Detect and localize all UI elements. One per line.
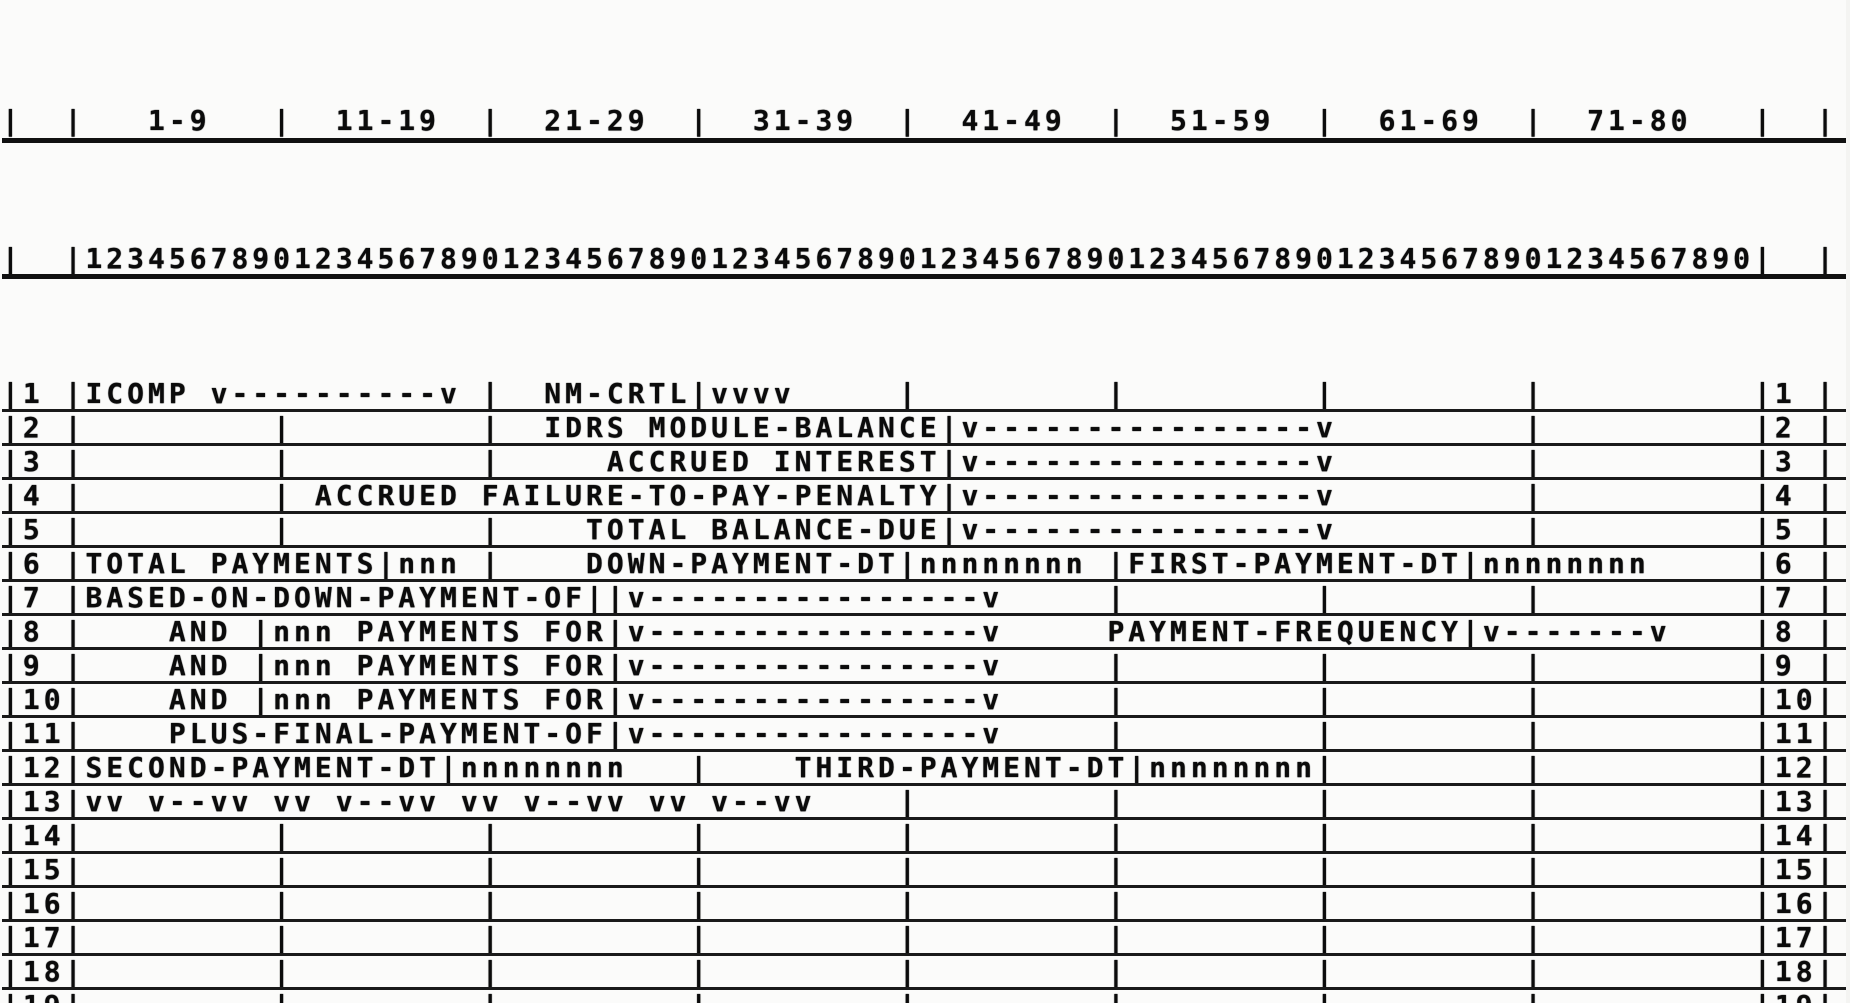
grid-row: |18| | | | | | | | |18| xyxy=(2,956,1846,990)
row-number-left: |11| xyxy=(2,718,86,750)
row-content: AND |nnn PAYMENTS FOR|v----------------v… xyxy=(85,684,1755,716)
row-content: BASED-ON-DOWN-PAYMENT-OF||v-------------… xyxy=(85,582,1755,614)
row-number-right: |10| xyxy=(1754,684,1838,716)
column-ruler-top: | |1234567890123456789012345678901234567… xyxy=(2,242,1846,279)
row-number-left: |7 | xyxy=(2,582,86,614)
grid-row: |14| | | | | | | | |14| xyxy=(2,820,1846,854)
row-number-right: |7 | xyxy=(1754,582,1838,614)
row-number-right: |4 | xyxy=(1754,480,1838,512)
row-content: TOTAL PAYMENTS|nnn | DOWN-PAYMENT-DT|nnn… xyxy=(85,548,1755,580)
row-content: | | | | | | | xyxy=(85,854,1755,886)
row-number-right: |9 | xyxy=(1754,650,1838,682)
row-number-left: |8 | xyxy=(2,616,86,648)
row-number-left: |4 | xyxy=(2,480,86,512)
row-content: vv v--vv vv v--vv vv v--vv vv v--vv | | … xyxy=(85,786,1755,818)
row-content: AND |nnn PAYMENTS FOR|v----------------v… xyxy=(85,616,1755,648)
left-gutter-blank: | | xyxy=(2,242,86,275)
grid-rows: |1 |ICOMP v----------v | NM-CRTL|vvvv | … xyxy=(2,378,1846,1003)
grid-row: |12|SECOND-PAYMENT-DT|nnnnnnnn | THIRD-P… xyxy=(2,752,1846,786)
grid-row: |19| | | | | | | | |19| xyxy=(2,990,1846,1003)
row-content: PLUS-FINAL-PAYMENT-OF|v----------------v… xyxy=(85,718,1755,750)
column-ruler-digits: 1234567890123456789012345678901234567890… xyxy=(85,242,1755,275)
grid-row: |16| | | | | | | | |16| xyxy=(2,888,1846,922)
row-number-left: |19| xyxy=(2,990,85,1003)
grid-row: |8 | AND |nnn PAYMENTS FOR|v------------… xyxy=(2,616,1846,650)
row-number-left: |15| xyxy=(2,854,86,886)
row-number-right: |5 | xyxy=(1754,514,1838,546)
left-gutter-blank: | | xyxy=(2,104,86,137)
row-number-left: |2 | xyxy=(2,412,86,444)
row-number-right: |6 | xyxy=(1754,548,1838,580)
row-content: | | IDRS MODULE-BALANCE|v---------------… xyxy=(85,412,1755,444)
grid-row: |4 | | ACCRUED FAILURE-TO-PAY-PENALTY|v-… xyxy=(2,480,1846,514)
row-number-right: |11| xyxy=(1754,718,1838,750)
grid-row: |6 |TOTAL PAYMENTS|nnn | DOWN-PAYMENT-DT… xyxy=(2,548,1846,582)
row-content: SECOND-PAYMENT-DT|nnnnnnnn | THIRD-PAYME… xyxy=(85,752,1755,784)
row-number-right: |3 | xyxy=(1754,446,1838,478)
row-number-left: |10| xyxy=(2,684,86,716)
row-number-right: |14| xyxy=(1754,820,1838,852)
row-number-left: |6 | xyxy=(2,548,86,580)
row-number-left: |3 | xyxy=(2,446,86,478)
row-content: | | | | | | | xyxy=(85,820,1755,852)
column-group-header-top: | | 1-9 | 11-19 | 21-29 | 31-39 | 41-49 … xyxy=(2,101,1846,143)
column-group-labels: 1-9 | 11-19 | 21-29 | 31-39 | 41-49 | 51… xyxy=(85,104,1755,137)
row-number-right: |12| xyxy=(1754,752,1838,784)
row-number-left: |1 | xyxy=(2,378,86,410)
row-number-right: |1 | xyxy=(1754,378,1838,410)
row-number-right: |18| xyxy=(1754,956,1838,988)
row-content: AND |nnn PAYMENTS FOR|v----------------v… xyxy=(85,650,1755,682)
row-number-left: |18| xyxy=(2,956,86,988)
grid-row: |15| | | | | | | | |15| xyxy=(2,854,1846,888)
row-number-right: |15| xyxy=(1754,854,1838,886)
row-content: | | TOTAL BALANCE-DUE|v----------------v… xyxy=(85,514,1755,546)
row-content: | | ACCRUED INTEREST|v----------------v … xyxy=(85,446,1755,478)
grid-row: |3 | | | ACCRUED INTEREST|v-------------… xyxy=(2,446,1846,480)
grid-row: |11| PLUS-FINAL-PAYMENT-OF|v------------… xyxy=(2,718,1846,752)
grid-row: |13|vv v--vv vv v--vv vv v--vv vv v--vv … xyxy=(2,786,1846,820)
row-number-left: |14| xyxy=(2,820,86,852)
row-content: | | | | | | | xyxy=(85,990,1754,1003)
row-number-left: |5 | xyxy=(2,514,86,546)
row-number-left: |13| xyxy=(2,786,86,818)
row-number-left: |9 | xyxy=(2,650,86,682)
grid-row: |7 |BASED-ON-DOWN-PAYMENT-OF||v---------… xyxy=(2,582,1846,616)
row-number-left: |16| xyxy=(2,888,86,920)
row-number-right: |19| xyxy=(1754,990,1837,1003)
grid-row: |5 | | | TOTAL BALANCE-DUE|v------------… xyxy=(2,514,1846,548)
row-number-right: |13| xyxy=(1754,786,1838,818)
grid-row: |10| AND |nnn PAYMENTS FOR|v------------… xyxy=(2,684,1846,718)
row-content: | | | | | | | xyxy=(85,956,1755,988)
grid-row: |17| | | | | | | | |17| xyxy=(2,922,1846,956)
row-content: | ACCRUED FAILURE-TO-PAY-PENALTY|v------… xyxy=(85,480,1755,512)
row-number-right: |2 | xyxy=(1754,412,1838,444)
grid-row: |1 |ICOMP v----------v | NM-CRTL|vvvv | … xyxy=(2,378,1846,412)
row-number-right: |16| xyxy=(1754,888,1838,920)
row-number-right: |8 | xyxy=(1754,616,1838,648)
row-content: | | | | | | | xyxy=(85,888,1755,920)
row-number-left: |12| xyxy=(2,752,86,784)
right-gutter-blank: | | xyxy=(1754,104,1838,137)
grid-row: |2 | | | IDRS MODULE-BALANCE|v----------… xyxy=(2,412,1846,446)
grid-row: |9 | AND |nnn PAYMENTS FOR|v------------… xyxy=(2,650,1846,684)
row-number-left: |17| xyxy=(2,922,86,954)
row-number-right: |17| xyxy=(1754,922,1838,954)
right-gutter-blank: | | xyxy=(1754,242,1838,275)
row-content: ICOMP v----------v | NM-CRTL|vvvv | | | … xyxy=(85,378,1755,410)
row-content: | | | | | | | xyxy=(85,922,1755,954)
